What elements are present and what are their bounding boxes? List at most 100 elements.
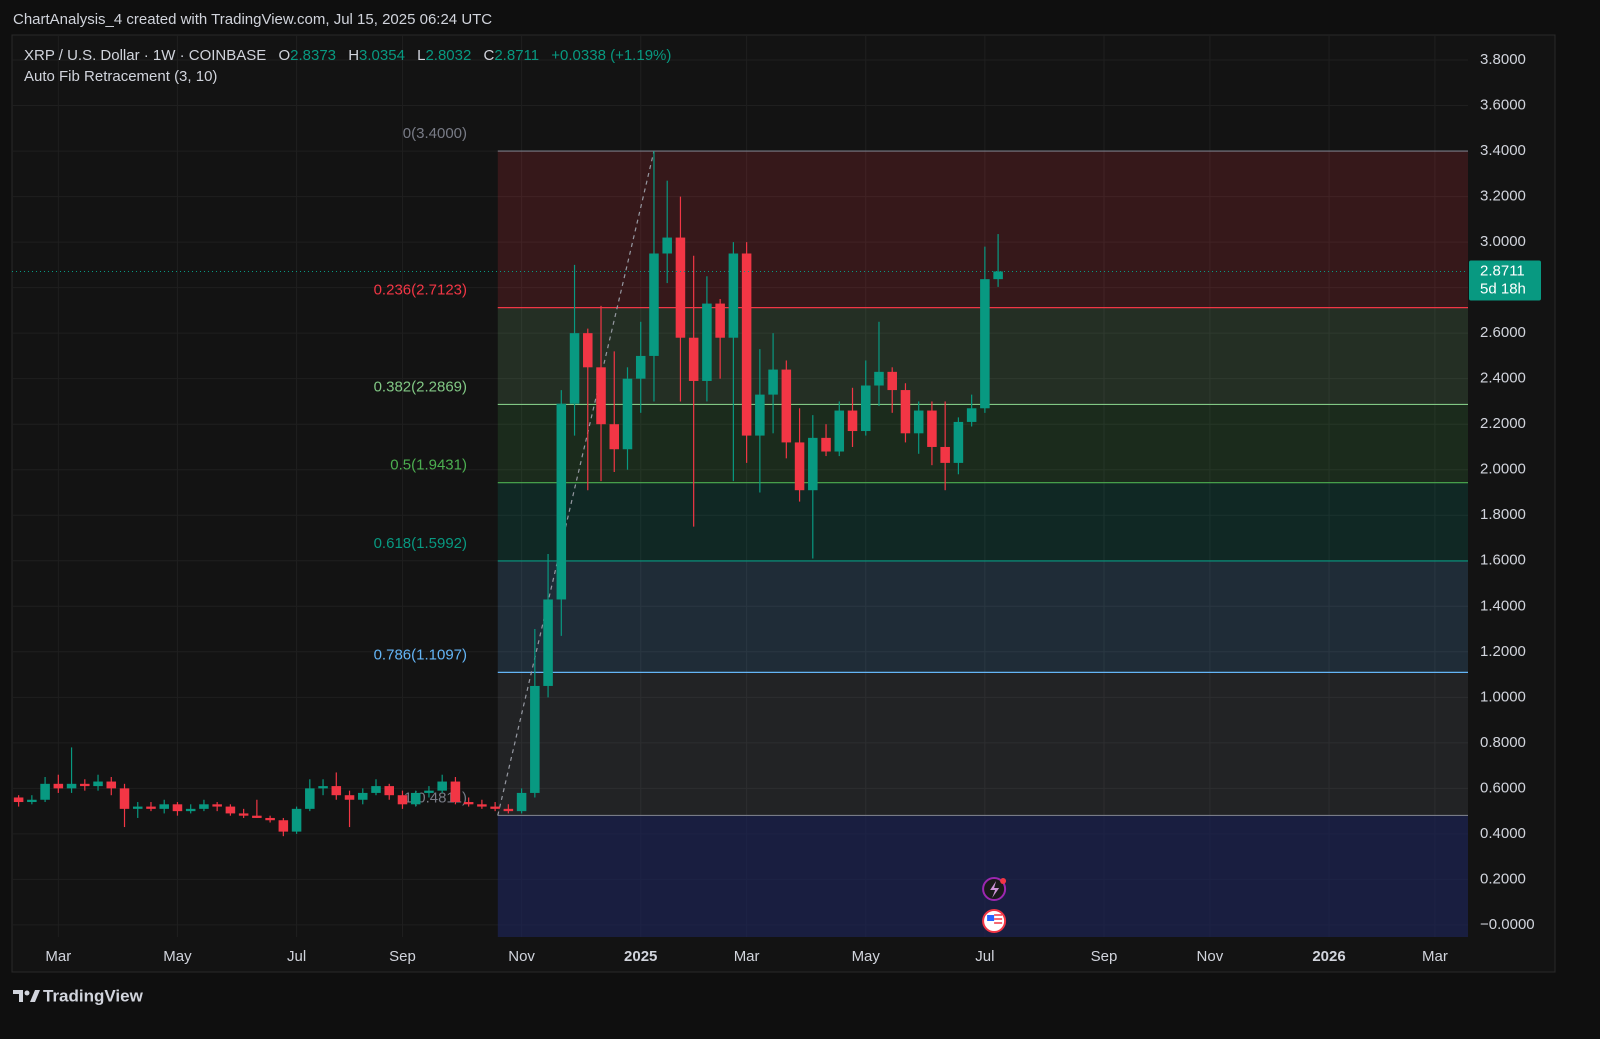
y-tick-label: 1.6000 — [1480, 552, 1526, 569]
candle-body — [569, 333, 580, 404]
y-tick-label: 2.6000 — [1480, 324, 1526, 341]
candle-body — [755, 394, 765, 436]
candle-body — [702, 303, 712, 381]
y-tick-label: 1.2000 — [1480, 643, 1526, 660]
candle-body — [728, 253, 739, 338]
candle-body — [543, 599, 553, 686]
candle-body — [40, 783, 50, 800]
ohlc-label: H — [348, 47, 360, 64]
candle-body — [252, 815, 262, 818]
candle-body — [635, 355, 646, 379]
candle-body — [596, 367, 606, 425]
x-tick-label: 2025 — [624, 948, 657, 965]
header: ChartAnalysis_4 created with TradingView… — [13, 11, 492, 28]
candle-body — [80, 783, 90, 787]
candle-body — [318, 786, 328, 789]
x-tick-label: Mar — [734, 948, 760, 965]
candle-body — [132, 806, 143, 809]
fib-band — [497, 482, 1468, 561]
candle-body — [834, 410, 845, 452]
y-tick-label: 3.4000 — [1480, 142, 1526, 159]
candle-body — [662, 237, 672, 254]
candle-body — [450, 781, 461, 803]
legend-row: XRP / U.S. Dollar · 1W · COINBASE O2.837… — [24, 45, 671, 66]
candle-body — [622, 378, 633, 450]
price-tag-countdown: 5d 18h — [1480, 280, 1526, 297]
candle-body — [821, 437, 831, 452]
x-tick-label: Mar — [1422, 948, 1448, 965]
candle-body — [172, 804, 183, 812]
candle-body — [913, 410, 924, 434]
x-tick-label: Nov — [1197, 948, 1224, 965]
candle-body — [291, 808, 302, 832]
change: +0.0338 (+1.19%) — [551, 47, 672, 64]
candle-body — [874, 371, 884, 386]
y-tick-label: −0.0000 — [1480, 916, 1535, 933]
price-tag — [1469, 260, 1541, 301]
candle-body — [688, 337, 699, 381]
event-icon — [990, 881, 1000, 898]
y-tick-label: 3.2000 — [1480, 188, 1526, 205]
x-tick-label: Sep — [1091, 948, 1118, 965]
candle-body — [741, 253, 752, 436]
candle-body — [119, 788, 130, 809]
candle-body — [424, 790, 434, 793]
logo — [13, 990, 40, 1002]
fib-label: 0(3.4000) — [403, 125, 467, 142]
candle-body — [993, 271, 1003, 280]
candle-body — [966, 408, 977, 422]
x-tick-label: Mar — [45, 948, 71, 965]
candle-body — [503, 808, 514, 812]
candle-body — [13, 797, 24, 803]
candle-body — [106, 781, 117, 789]
ohlc-label: L — [417, 47, 426, 64]
candle-body — [410, 792, 421, 805]
candle-body — [66, 783, 77, 789]
candle-body — [649, 253, 659, 356]
candle-body — [212, 804, 222, 807]
candle-body — [781, 369, 792, 443]
candle-body — [384, 786, 395, 796]
candle-body — [477, 804, 487, 807]
ohlc-value: 2.8032 — [425, 47, 472, 64]
x-tick-label: Jul — [975, 948, 994, 965]
y-tick-label: 1.4000 — [1480, 597, 1526, 614]
ohlc-label: O — [278, 47, 291, 64]
candle-body — [583, 333, 593, 368]
candle-body — [27, 799, 37, 803]
candle-body — [397, 795, 408, 805]
x-tick-label: Nov — [508, 948, 535, 965]
fib-label: 0.618(1.5992) — [374, 535, 467, 552]
indicator: Auto Fib Retracement (3, 10) — [24, 68, 218, 85]
x-tick-label: Sep — [389, 948, 416, 965]
candle-body — [146, 806, 156, 809]
candle-body — [344, 795, 355, 800]
candle-body — [940, 446, 950, 463]
candle-body — [93, 781, 103, 787]
y-tick-label: 0.8000 — [1480, 734, 1526, 751]
y-tick-label: 2.0000 — [1480, 461, 1526, 478]
candle-body — [860, 385, 871, 432]
candle-body — [516, 792, 527, 812]
candle-body — [675, 237, 686, 338]
candle-body — [53, 783, 64, 789]
candle-body — [185, 808, 196, 812]
candle-body — [159, 804, 169, 809]
candle-body — [927, 410, 937, 447]
fib-band — [497, 815, 1468, 937]
candle-body — [265, 817, 275, 821]
x-tick-label: May — [163, 948, 192, 965]
footer-brand: TradingView — [43, 986, 144, 1005]
candle-body — [225, 806, 236, 814]
fib-trend-line — [497, 150, 655, 816]
candle-body — [887, 371, 897, 391]
candle-body — [530, 685, 540, 793]
candle-body — [715, 303, 725, 338]
fib-label: 0.786(1.1097) — [374, 646, 467, 663]
ohlc-value: 2.8373 — [290, 47, 337, 64]
candle-body — [900, 390, 911, 434]
y-tick-label: 3.6000 — [1480, 97, 1526, 114]
event-icon — [987, 915, 995, 921]
